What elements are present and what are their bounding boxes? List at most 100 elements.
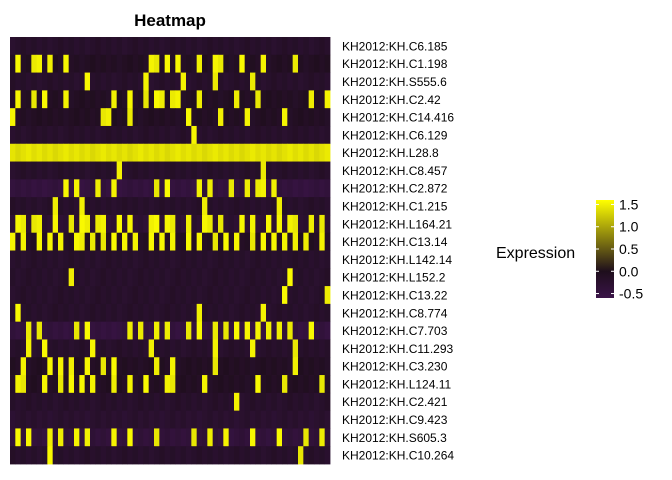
heatmap-cell [276,125,283,145]
heatmap-cell [271,392,278,412]
heatmap-cell [132,54,139,73]
heatmap-cell [319,357,326,376]
heatmap-cell [324,143,331,162]
heatmap-cell [180,161,187,180]
heatmap-cell [196,446,203,465]
heatmap-cell [132,143,139,162]
heatmap-cell [26,410,32,429]
heatmap-cell [159,161,166,180]
heatmap-cell [132,428,139,447]
heatmap-cell [228,375,235,394]
heatmap-cell [84,125,91,145]
heatmap-cell [15,161,22,180]
heatmap-cell [47,375,54,394]
heatmap-cell [100,143,107,162]
heatmap-cell [308,161,315,180]
heatmap-cell [127,268,134,287]
heatmap-cell [52,268,59,287]
heatmap-cell [111,214,118,234]
heatmap-cell [239,90,246,109]
heatmap-cell [186,250,192,269]
heatmap-cell [196,197,203,216]
heatmap-cell [154,72,160,91]
heatmap-cell [186,232,192,251]
heatmap-cell [191,375,198,394]
row-label: KH2012:KH.C2.42 [342,93,441,107]
heatmap-cell [287,446,294,465]
heatmap-cell [292,357,299,376]
heatmap-cell [154,339,160,358]
heatmap-cell [260,357,267,376]
heatmap-cell [26,446,32,465]
heatmap-cell [68,214,75,234]
heatmap-cell [127,37,134,56]
heatmap-cell [319,268,326,287]
heatmap-cell [68,143,75,162]
heatmap-cell [292,214,299,234]
heatmap-cell [319,446,326,465]
row-label: KH2012:KH.L152.2 [342,271,446,285]
heatmap-cell [74,37,80,56]
heatmap-cell [255,303,262,323]
heatmap-cell [212,214,219,234]
heatmap-cell [175,72,182,91]
heatmap-cell [234,268,240,287]
heatmap-cell [244,108,251,127]
heatmap-cell [186,286,192,305]
heatmap-cell [68,54,75,73]
heatmap-cell [271,357,278,376]
heatmap-cell [42,161,48,180]
heatmap-cell [164,108,171,127]
heatmap-cell [170,90,176,109]
heatmap-cell [207,143,214,162]
heatmap-cell [239,179,246,198]
heatmap-cell [42,90,48,109]
heatmap-cell [260,90,267,109]
heatmap-cell [228,214,235,234]
heatmap-cell [100,125,107,145]
heatmap-cell [154,250,160,269]
heatmap-cell [52,214,59,234]
heatmap-cell [138,37,144,56]
heatmap-cell [26,232,32,251]
heatmap-cell [255,428,262,447]
heatmap-cell [298,214,304,234]
heatmap-cell [100,410,107,429]
heatmap-cell [15,54,22,73]
heatmap-cell [143,321,150,340]
heatmap-cell [127,197,134,216]
heatmap-cell [10,108,16,127]
legend-ticks: 1.5 1.0 0.5 0.0 -0.5 [596,196,643,302]
heatmap-cell [42,268,48,287]
heatmap-cell [271,197,278,216]
heatmap-cell [196,37,203,56]
heatmap-cell [58,37,64,56]
legend-title: Expression [496,245,575,262]
heatmap-cell [68,410,75,429]
heatmap-cell [228,125,235,145]
heatmap-cell [196,72,203,91]
heatmap-cell [159,72,166,91]
heatmap-cell [170,143,176,162]
heatmap-cell [79,232,86,251]
heatmap-cell [276,268,283,287]
heatmap-cell [287,392,294,412]
heatmap-cell [31,108,38,127]
heatmap-cell [282,268,288,287]
heatmap-cell [218,214,224,234]
heatmap-cell [42,357,48,376]
heatmap-cell [68,392,75,412]
heatmap-cell [47,90,54,109]
heatmap-cell [111,125,118,145]
heatmap-cell [100,108,107,127]
heatmap-cell [186,446,192,465]
heatmap-cell [212,54,219,73]
heatmap-cell [298,37,304,56]
heatmap-cell [244,375,251,394]
heatmap-cell [79,446,86,465]
heatmap-cell [47,410,54,429]
heatmap-cell [47,37,54,56]
heatmap-cell [90,321,96,340]
heatmap-cell [15,197,22,216]
heatmap-cell [74,250,80,269]
